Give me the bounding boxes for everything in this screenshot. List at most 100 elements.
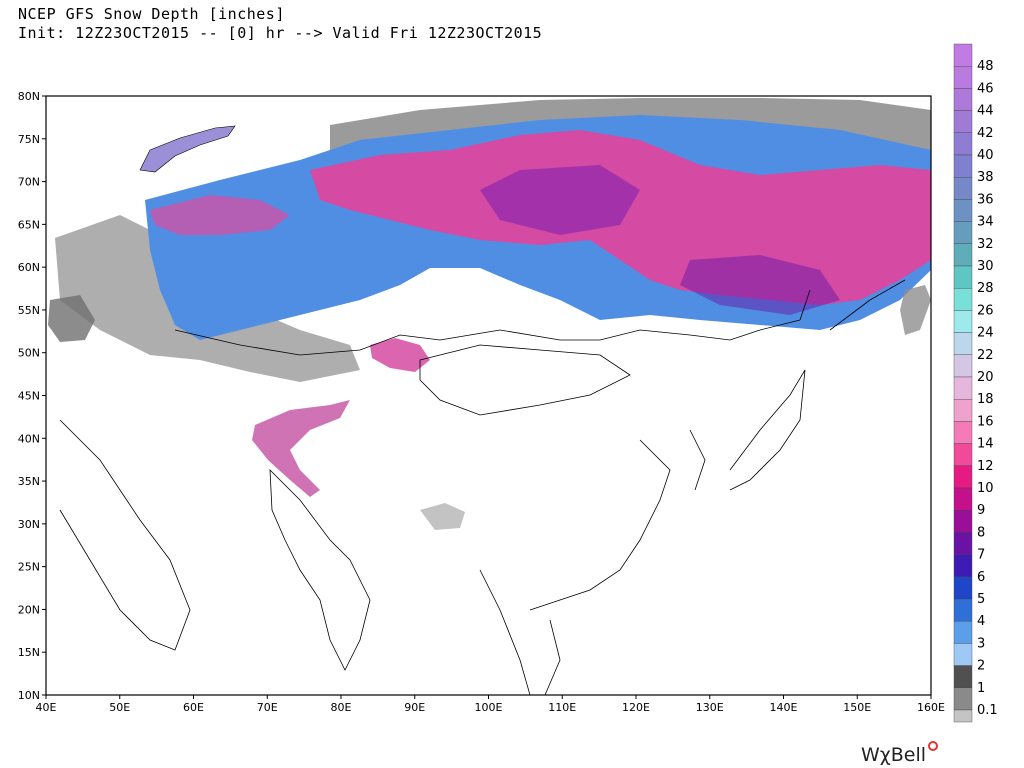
colorbar-swatch <box>953 354 973 378</box>
colorbar-label: 16 <box>977 414 994 429</box>
colorbar-label: 42 <box>977 126 994 141</box>
lat-tick-label: 10N <box>18 689 40 702</box>
colorbar-swatch <box>953 243 973 267</box>
colorbar-label: 4 <box>977 614 985 629</box>
map-field <box>48 98 931 530</box>
colorbar-label: 34 <box>977 215 994 230</box>
lon-tick-label: 130E <box>696 701 724 714</box>
colorbar-swatch <box>953 43 973 67</box>
colorbar-swatch <box>953 332 973 356</box>
no-snow-kazakhstan <box>330 275 540 335</box>
coastlines-and-borders <box>59 279 906 695</box>
colorbar-swatch <box>953 265 973 289</box>
latitude-axis: 80N 75N 70N 65N 60N 55N 50N 45N 40N 35N 30N 25N 20N 1… <box>18 90 46 702</box>
lat-tick-label: 20N <box>18 603 40 616</box>
colorbar-label: 5 <box>977 592 985 607</box>
colorbar-label: 18 <box>977 392 994 407</box>
colorbar-swatch <box>953 643 973 666</box>
colorbar-label: 38 <box>977 170 994 185</box>
colorbar-label: 1 <box>977 681 985 696</box>
colorbar-swatch <box>953 598 973 622</box>
colorbar-label: 44 <box>977 104 994 119</box>
colorbar-label: 32 <box>977 237 994 252</box>
china-coast <box>529 439 671 611</box>
colorbar-swatch <box>953 288 973 311</box>
colorbar-label: 24 <box>977 326 994 341</box>
lat-tick-label: 70N <box>18 176 40 189</box>
colorbar-swatch-lowest <box>953 709 973 723</box>
snow-altai-sayan <box>370 338 430 372</box>
snow-tibet-patch <box>420 503 465 530</box>
lon-tick-label: 80E <box>331 701 352 714</box>
se-asia-coast <box>479 569 561 695</box>
colorbar-label: 20 <box>977 370 994 385</box>
colorbar-swatch <box>953 465 973 489</box>
chart-subtitle: Init: 12Z23OCT2015 -- [0] hr --> Valid F… <box>18 24 543 42</box>
colorbar-swatch <box>953 376 973 400</box>
colorbar-label: 30 <box>977 259 994 274</box>
colorbar-label: 22 <box>977 348 994 363</box>
lat-tick-label: 45N <box>18 390 40 403</box>
colorbar-label: 7 <box>977 548 985 563</box>
wxbell-logo: WχBell <box>861 741 938 766</box>
chart-title-block: NCEP GFS Snow Depth [inches] Init: 12Z23… <box>18 5 542 43</box>
colorbar-legend: 4846444240383634323028262422201816141210… <box>953 43 998 723</box>
brand-text: WχBell <box>860 744 926 766</box>
colorbar-swatch <box>953 576 973 600</box>
lat-tick-label: 25N <box>18 561 40 574</box>
chart-title: NCEP GFS Snow Depth [inches] <box>18 5 285 23</box>
colorbar-swatch <box>953 310 973 333</box>
colorbar-label: 26 <box>977 303 994 318</box>
colorbar-swatch <box>953 554 973 577</box>
colorbar-swatch <box>953 110 973 133</box>
sakhalin-kurils <box>799 279 906 331</box>
lon-tick-label: 150E <box>843 701 871 714</box>
lon-tick-label: 40E <box>36 701 57 714</box>
colorbar-swatch <box>953 199 973 222</box>
colorbar-label: 14 <box>977 437 994 452</box>
longitude-axis: 40E 50E 60E 70E 80E 90E 100E 110E 120E 130E 140E 15… <box>36 695 945 714</box>
colorbar-swatch <box>953 65 973 89</box>
lat-tick-label: 15N <box>18 646 40 659</box>
colorbar-label: 10 <box>977 481 994 496</box>
lon-tick-label: 160E <box>917 701 945 714</box>
colorbar-swatch <box>953 532 973 555</box>
lat-tick-label: 55N <box>18 304 40 317</box>
colorbar-swatch <box>953 176 973 200</box>
colorbar-label: 40 <box>977 148 994 163</box>
colorbar-swatch <box>953 621 973 644</box>
colorbar-label: 48 <box>977 59 994 74</box>
colorbar-swatch <box>953 221 973 245</box>
russia-china-border <box>174 319 801 356</box>
colorbar-swatch <box>953 443 973 467</box>
lon-tick-label: 50E <box>109 701 130 714</box>
colorbar-swatch <box>953 687 973 711</box>
colorbar-label: 0.1 <box>977 703 998 718</box>
lon-tick-label: 60E <box>183 701 204 714</box>
snow-kamchatka <box>900 285 931 335</box>
lat-tick-label: 65N <box>18 218 40 231</box>
colorbar-label: 2 <box>977 659 985 674</box>
snow-deep-purple-east <box>680 255 840 315</box>
lon-tick-label: 140E <box>770 701 798 714</box>
colorbar-label: 28 <box>977 281 994 296</box>
snow-deep-pink-west <box>150 195 290 235</box>
snow-shallow-caspian <box>48 295 95 342</box>
colorbar-label: 12 <box>977 459 994 474</box>
lat-tick-label: 80N <box>18 90 40 103</box>
colorbar-swatch <box>953 399 973 422</box>
brand-dot-icon <box>928 741 938 751</box>
colorbar-swatch <box>953 665 973 688</box>
colorbar-label: 3 <box>977 636 985 651</box>
colorbar-label: 8 <box>977 525 985 540</box>
lat-tick-label: 35N <box>18 475 40 488</box>
colorbar-swatch <box>953 510 973 533</box>
lat-tick-label: 50N <box>18 347 40 360</box>
india-outline <box>269 468 371 671</box>
snow-deep-purple <box>480 165 640 235</box>
colorbar-label: 36 <box>977 192 994 207</box>
colorbar-label: 46 <box>977 81 994 96</box>
lat-tick-label: 40N <box>18 432 40 445</box>
lon-tick-label: 70E <box>257 701 278 714</box>
